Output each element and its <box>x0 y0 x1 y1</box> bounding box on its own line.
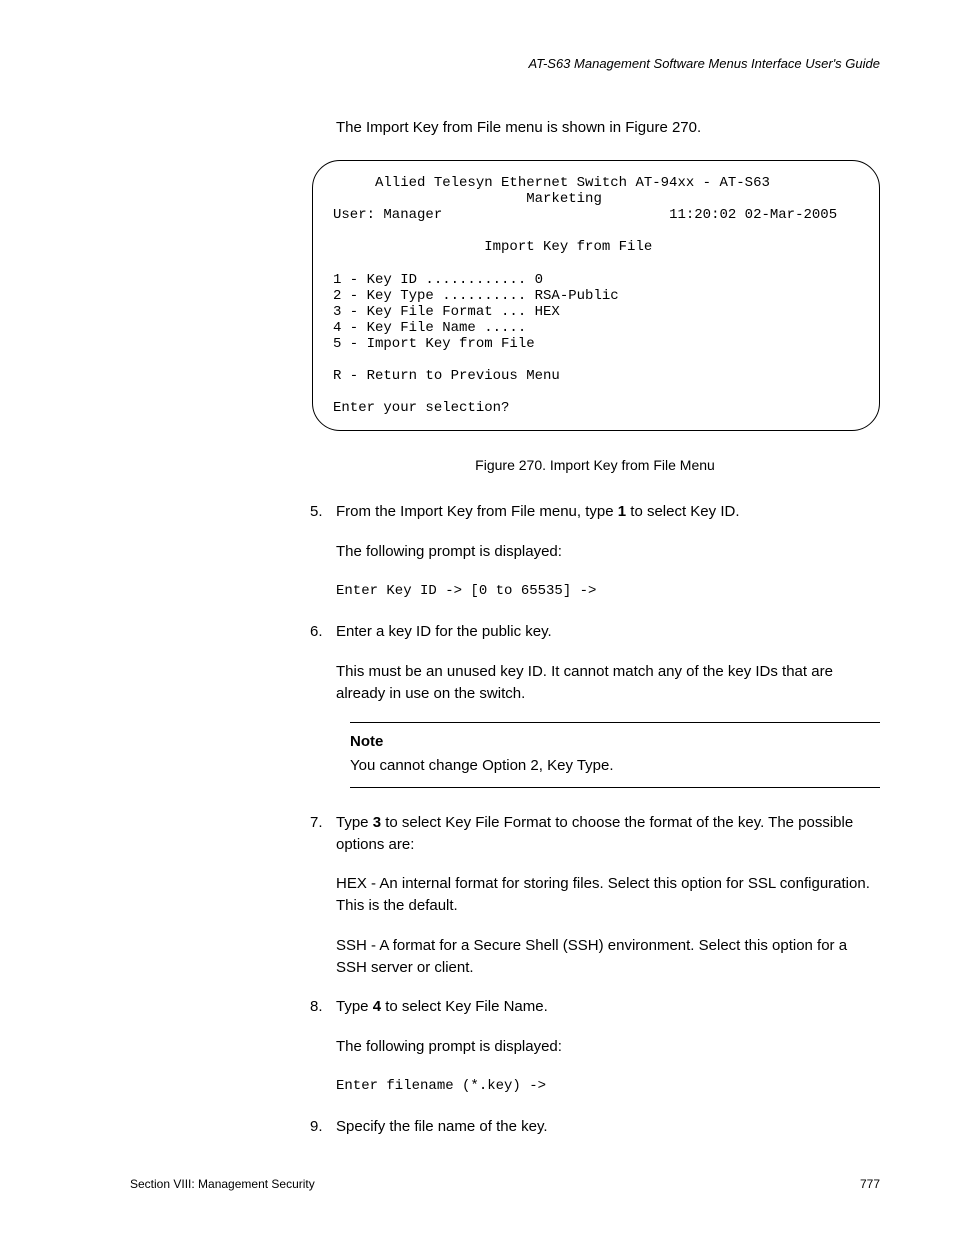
step-5: 5. From the Import Key from File menu, t… <box>310 501 880 603</box>
term-opt-5: 5 - Import Key from File <box>333 336 535 352</box>
term-opt-4: 4 - Key File Name ..... <box>333 320 526 336</box>
footer-page-number: 777 <box>860 1177 880 1191</box>
text: This must be an unused key ID. It cannot… <box>336 661 880 705</box>
text: HEX - An internal format for storing fil… <box>336 873 880 917</box>
term-return: R - Return to Previous Menu <box>333 368 560 384</box>
step-7: 7. Type 3 to select Key File Format to c… <box>310 812 880 979</box>
step-body: Enter a key ID for the public key. This … <box>336 621 880 794</box>
term-prompt: Enter your selection? <box>333 400 509 416</box>
text: The following prompt is displayed: <box>336 1036 880 1058</box>
text: Specify the file name of the key. <box>336 1116 880 1138</box>
term-line-1: Allied Telesyn Ethernet Switch AT-94xx -… <box>333 175 770 191</box>
step-8: 8. Type 4 to select Key File Name. The f… <box>310 996 880 1098</box>
step-body: Type 4 to select Key File Name. The foll… <box>336 996 880 1098</box>
step-num: 9. <box>310 1116 336 1138</box>
term-timestamp: 11:20:02 02-Mar-2005 <box>669 207 837 223</box>
text: to select Key ID. <box>626 503 739 520</box>
note-body: You cannot change Option 2, Key Type. <box>350 755 880 777</box>
step-num: 7. <box>310 812 336 979</box>
terminal-screen: Allied Telesyn Ethernet Switch AT-94xx -… <box>312 160 880 431</box>
step-num: 6. <box>310 621 336 794</box>
figure-caption: Figure 270. Import Key from File Menu <box>310 457 880 473</box>
steps-list: 5. From the Import Key from File menu, t… <box>310 501 880 1138</box>
term-opt-3: 3 - Key File Format ... HEX <box>333 304 560 320</box>
step-body: Specify the file name of the key. <box>336 1116 880 1138</box>
page-footer: Section VIII: Management Security 777 <box>130 1177 880 1191</box>
step-num: 5. <box>310 501 336 603</box>
header-guide-title: AT-S63 Management Software Menus Interfa… <box>130 56 880 71</box>
code-line: Enter Key ID -> [0 to 65535] -> <box>336 581 880 601</box>
term-title: Import Key from File <box>333 239 652 255</box>
footer-section: Section VIII: Management Security <box>130 1177 315 1191</box>
text: Type <box>336 814 373 831</box>
term-user: User: Manager <box>333 207 442 223</box>
intro-text: The Import Key from File menu is shown i… <box>336 119 880 136</box>
term-opt-1: 1 - Key ID ............ 0 <box>333 272 543 288</box>
note-title: Note <box>350 731 880 753</box>
step-num: 8. <box>310 996 336 1098</box>
bold-text: 4 <box>373 998 381 1015</box>
text: to select Key File Format to choose the … <box>336 814 853 853</box>
note-box: Note You cannot change Option 2, Key Typ… <box>350 722 880 788</box>
bold-text: 3 <box>373 814 381 831</box>
term-line-2: Marketing <box>333 191 602 207</box>
text: Type <box>336 998 373 1015</box>
text: The following prompt is displayed: <box>336 541 880 563</box>
text: From the Import Key from File menu, type <box>336 503 618 520</box>
bold-text: 1 <box>618 503 626 520</box>
step-6: 6. Enter a key ID for the public key. Th… <box>310 621 880 794</box>
code-line: Enter filename (*.key) -> <box>336 1076 880 1096</box>
text: to select Key File Name. <box>381 998 548 1015</box>
step-body: Type 3 to select Key File Format to choo… <box>336 812 880 979</box>
step-9: 9. Specify the file name of the key. <box>310 1116 880 1138</box>
text: SSH - A format for a Secure Shell (SSH) … <box>336 935 880 979</box>
term-opt-2: 2 - Key Type .......... RSA-Public <box>333 288 619 304</box>
text: Enter a key ID for the public key. <box>336 621 880 643</box>
step-body: From the Import Key from File menu, type… <box>336 501 880 603</box>
